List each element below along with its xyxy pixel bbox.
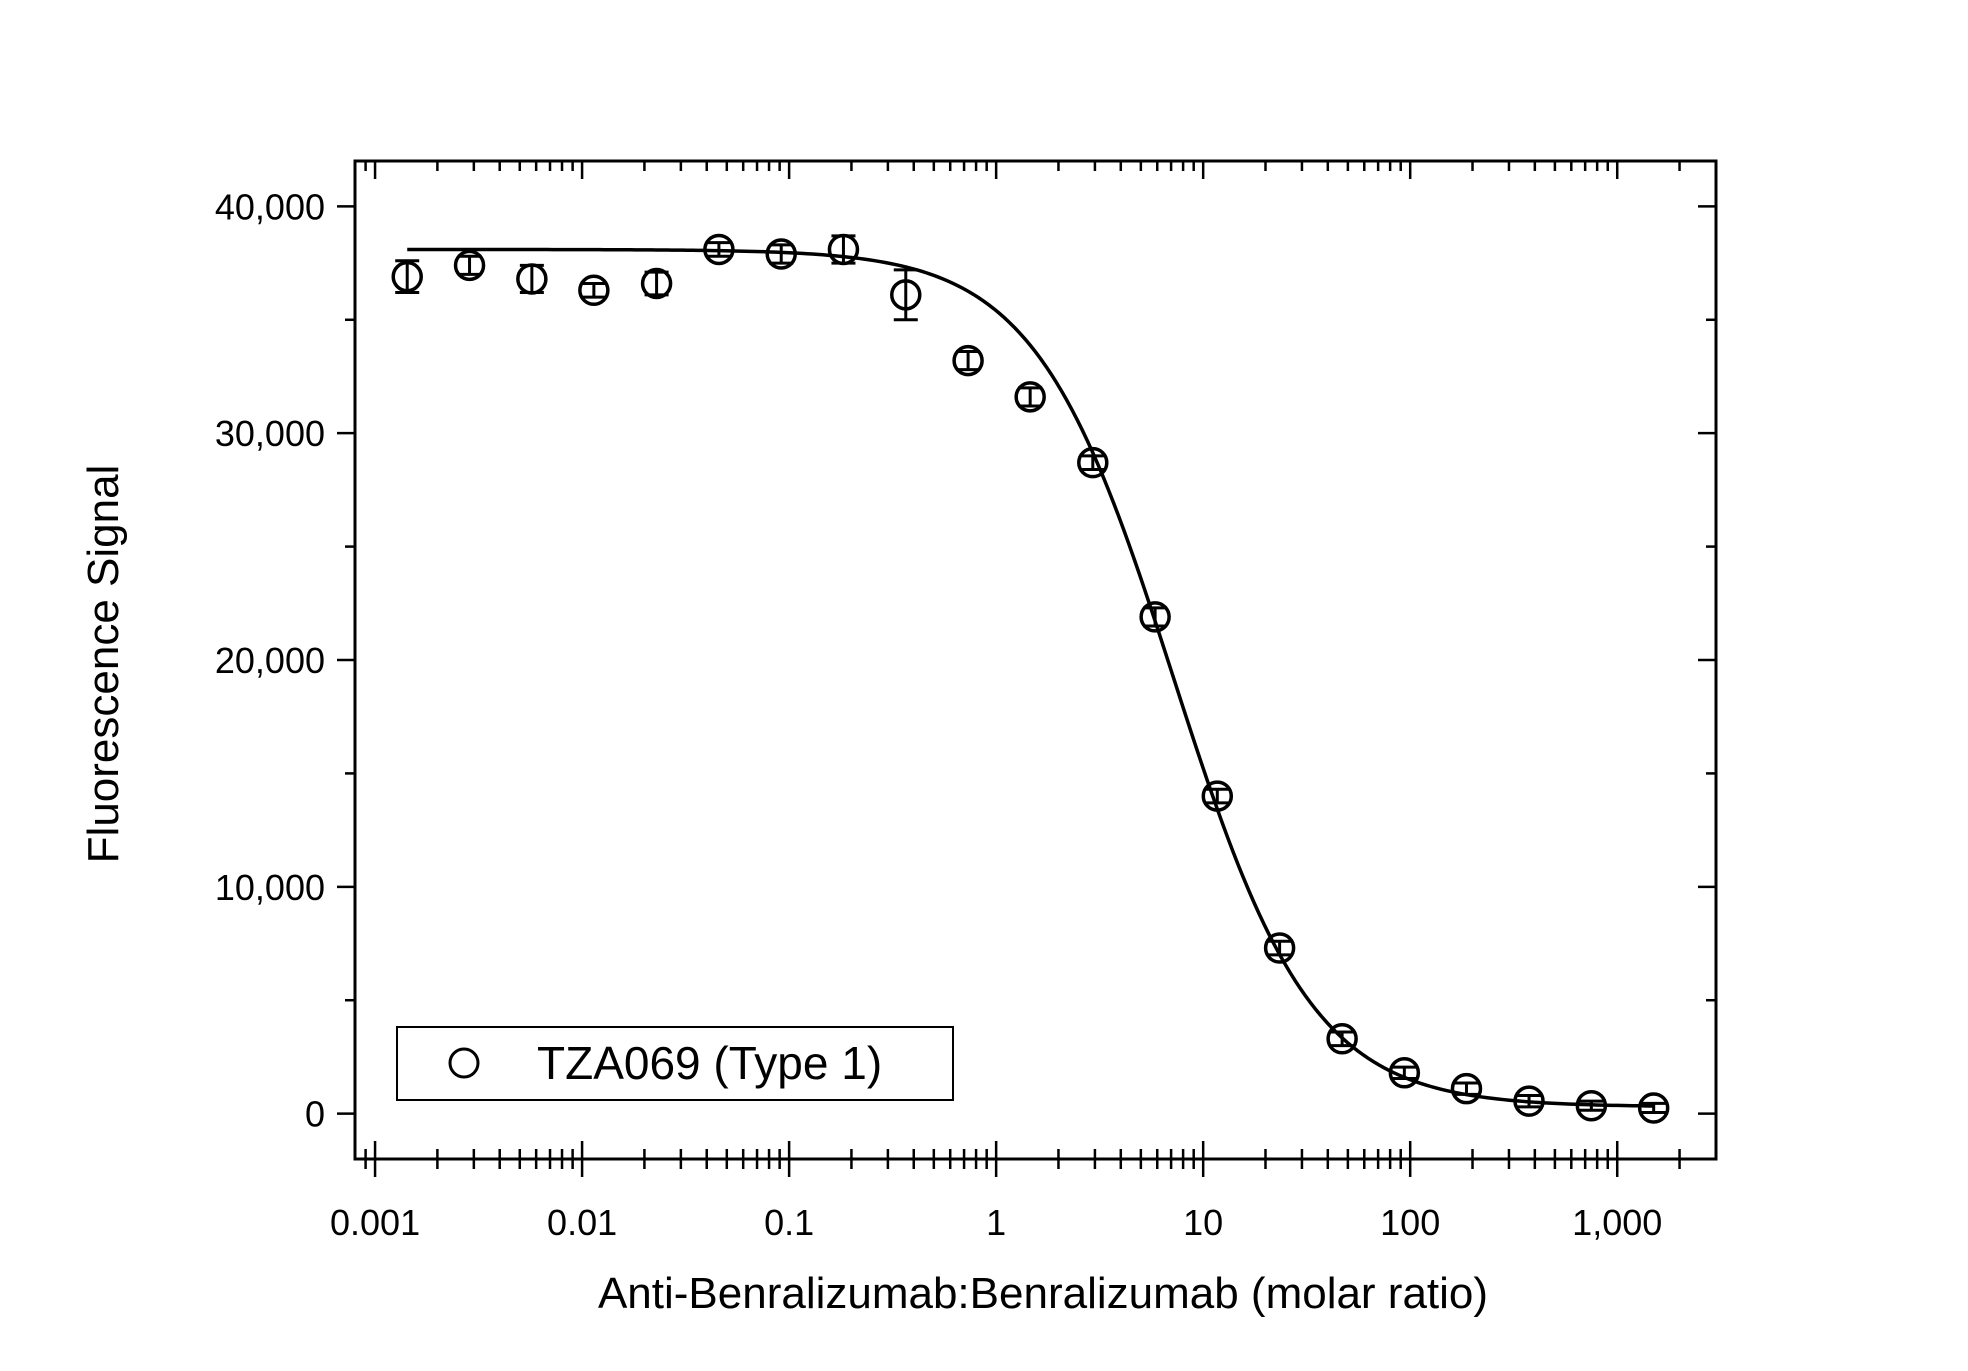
data-point	[1388, 1057, 1421, 1089]
data-point	[640, 267, 673, 300]
data-point	[1077, 446, 1109, 479]
x-tick-label: 0.001	[330, 1202, 420, 1243]
x-tick-label: 1,000	[1572, 1202, 1662, 1243]
data-point	[890, 279, 922, 311]
error-bars	[395, 234, 1666, 1115]
data-point	[952, 344, 984, 377]
y-tick-label: 30,000	[215, 413, 325, 454]
y-axis-title: Fluorescence Signal	[79, 465, 128, 864]
data-point	[391, 260, 423, 293]
legend: TZA069 (Type 1)	[396, 1026, 954, 1101]
x-tick-label: 0.01	[547, 1202, 617, 1243]
legend-marker	[448, 1047, 480, 1079]
data-point	[1201, 780, 1234, 812]
axis-ticks	[337, 161, 1716, 1177]
data-point	[703, 233, 735, 266]
data-points	[391, 233, 1670, 1124]
x-axis-title: Anti-Benralizumab:Benralizumab (molar ra…	[598, 1269, 1488, 1318]
data-point	[1575, 1089, 1608, 1122]
y-tick-label: 40,000	[215, 186, 325, 227]
data-point	[516, 263, 548, 295]
x-tick-label: 100	[1380, 1202, 1440, 1243]
legend-label: TZA069 (Type 1)	[537, 1037, 882, 1089]
x-tick-label: 1	[986, 1202, 1006, 1243]
data-point	[453, 249, 486, 282]
data-point	[765, 238, 797, 270]
tick-labels: 0.001 0.01 0.1 1 10 100 1,000 0 10,000 20,000 30,0…	[215, 186, 1662, 1243]
data-point	[1450, 1072, 1483, 1105]
x-tick-label: 0.1	[764, 1202, 814, 1243]
data-point	[827, 233, 860, 266]
legend-box	[396, 1026, 954, 1101]
y-tick-label: 0	[305, 1094, 325, 1135]
data-point	[1139, 601, 1171, 633]
plot-frame	[353, 159, 1718, 1161]
y-tick-label: 20,000	[215, 640, 325, 681]
data-point	[1014, 381, 1046, 413]
data-point	[1263, 932, 1296, 964]
data-point	[578, 274, 610, 307]
data-point	[1513, 1085, 1545, 1117]
x-tick-label: 10	[1183, 1202, 1223, 1243]
data-point	[1637, 1092, 1670, 1124]
y-tick-label: 10,000	[215, 867, 325, 908]
data-point	[1326, 1023, 1358, 1055]
fit-curve	[407, 247, 1654, 1108]
